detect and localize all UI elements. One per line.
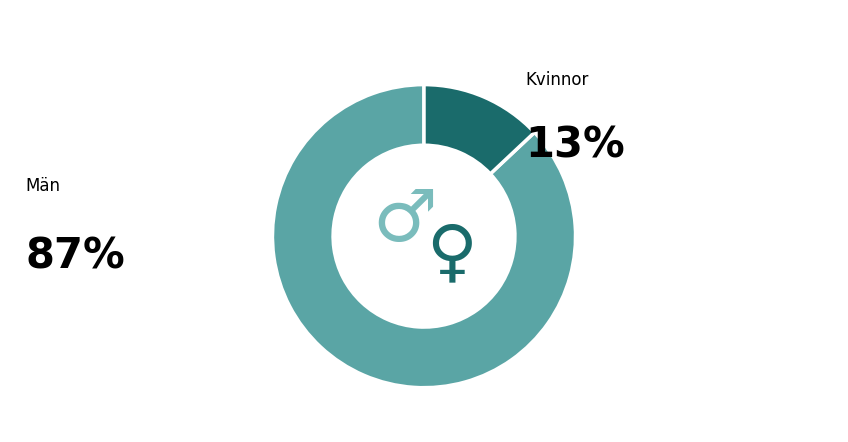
Text: Män: Män xyxy=(25,177,60,194)
Text: ♀: ♀ xyxy=(426,221,477,288)
Text: 87%: 87% xyxy=(25,235,126,278)
Text: ♂: ♂ xyxy=(372,187,437,255)
Text: 13%: 13% xyxy=(526,125,626,167)
Wedge shape xyxy=(272,84,576,388)
Text: Kvinnor: Kvinnor xyxy=(526,71,589,88)
Wedge shape xyxy=(424,84,534,174)
